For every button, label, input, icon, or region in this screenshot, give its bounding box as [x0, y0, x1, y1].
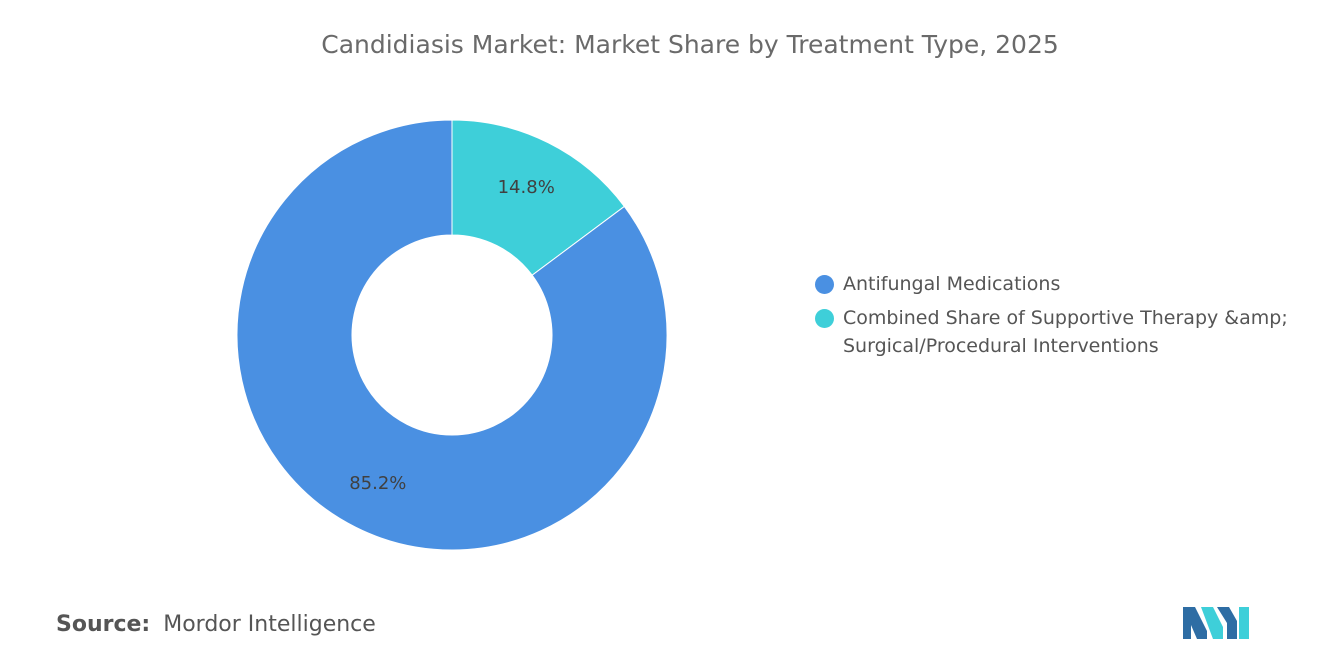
legend-item-supportive-surgical: Combined Share of Supportive Therapy &am… [815, 304, 1315, 360]
source-text: Mordor Intelligence [163, 612, 376, 637]
slice-data-label-1: 14.8% [498, 177, 555, 198]
donut-slice-0 [236, 119, 668, 551]
source-label: Source: [56, 612, 151, 637]
legend-label: Combined Share of Supportive Therapy &am… [843, 307, 1288, 357]
donut-slice-1 [451, 119, 626, 276]
mordor-intelligence-logo-icon [1183, 607, 1249, 639]
legend-label: Antifungal Medications [843, 273, 1061, 295]
legend-item-antifungal-medications: Antifungal Medications [815, 270, 1315, 298]
legend-swatch-icon [815, 309, 834, 328]
slice-data-label-0: 85.2% [349, 473, 406, 494]
chart-title: Candidiasis Market: Market Share by Trea… [321, 30, 1059, 59]
legend-swatch-icon [815, 275, 834, 294]
chart-legend: Antifungal Medications Combined Share of… [815, 270, 1315, 366]
source-note: Source: Mordor Intelligence [56, 612, 376, 637]
